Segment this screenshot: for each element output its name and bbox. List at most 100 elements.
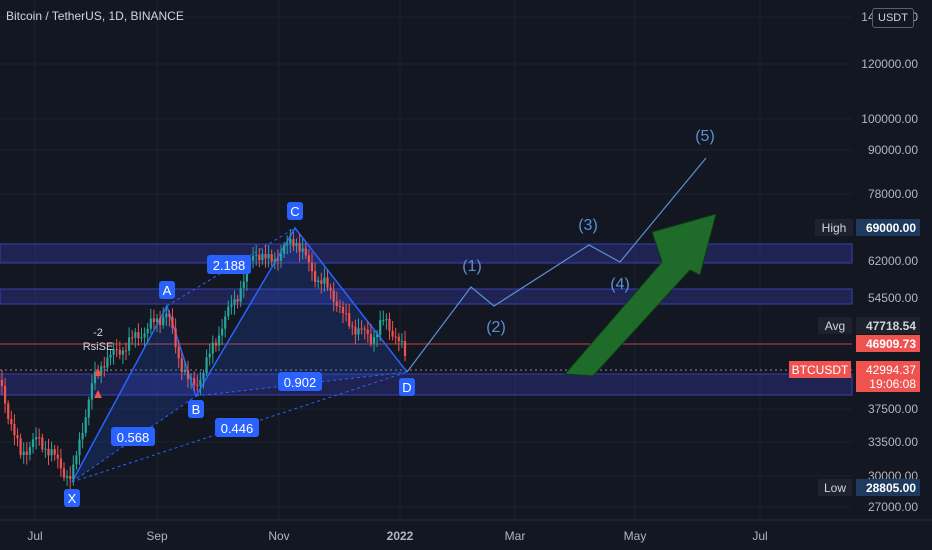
arrow-shape: [563, 213, 717, 377]
candle-body: [388, 318, 391, 331]
candle-body: [143, 333, 146, 338]
time-tick-label: Jul: [752, 529, 767, 543]
candle-body: [236, 299, 239, 302]
candle-body: [146, 328, 149, 334]
pattern-bd-dashed: [195, 371, 408, 397]
pattern-point-d-label: D: [402, 380, 411, 395]
candle-body: [56, 454, 59, 459]
candle-body: [183, 370, 186, 373]
candle-body: [93, 371, 97, 384]
candle-body: [279, 253, 283, 261]
candle-body: [7, 403, 10, 420]
candle-body: [329, 287, 332, 291]
candle-body: [137, 332, 140, 339]
candle-body: [394, 336, 397, 338]
price-tick-label: 120000.00: [861, 57, 918, 71]
candle-body: [41, 437, 44, 450]
candle-body: [121, 350, 124, 355]
price-tick-label: 33500.00: [868, 435, 918, 449]
low-value-bg: [856, 479, 920, 496]
candle-body: [369, 333, 372, 344]
candle-body: [35, 437, 38, 440]
candle-body: [186, 370, 190, 379]
candle-body: [227, 306, 230, 317]
price-tick-label: 27000.00: [868, 500, 918, 514]
current-price-bg: [856, 361, 920, 392]
candle-body: [255, 254, 258, 256]
candle-body: [211, 342, 214, 354]
candle-body: [50, 449, 53, 456]
currency-button[interactable]: USDT: [872, 8, 914, 28]
candle-body: [403, 341, 407, 357]
candle-body: [106, 357, 109, 368]
time-tick-label: Mar: [505, 529, 526, 543]
candle-body: [28, 447, 31, 455]
candle-body: [338, 306, 341, 308]
candle-body: [286, 243, 289, 246]
candle-body: [230, 304, 233, 307]
candle-body: [112, 349, 115, 355]
low-tag-bg: [818, 479, 852, 496]
candle-body: [47, 448, 50, 456]
candle-body: [81, 432, 84, 440]
candle-body: [320, 280, 323, 284]
candle-body: [363, 328, 366, 330]
pattern-point-a-badge: [159, 281, 175, 299]
candle-body: [376, 334, 379, 338]
candle-body: [307, 255, 310, 263]
candle-body: [304, 248, 307, 256]
time-tick-label: Jul: [27, 529, 42, 543]
candle-body: [289, 239, 292, 244]
candle-body: [115, 349, 118, 351]
high-tag-bg: [815, 219, 853, 236]
indicator-name: RsiSE: [83, 341, 114, 353]
current-tag: BTCUSDT: [792, 363, 849, 377]
candle-body: [59, 458, 62, 469]
candle-body: [118, 349, 121, 355]
wave-label: (1): [462, 258, 482, 275]
candle-body: [400, 341, 403, 343]
candle-body: [66, 475, 69, 478]
low-value: 28805.00: [866, 481, 916, 495]
pattern-xab-fill: [72, 306, 196, 482]
candle-body: [258, 254, 261, 261]
pattern-point-a-label: A: [163, 283, 172, 298]
candle-body: [214, 342, 217, 346]
candle-body: [267, 254, 270, 259]
candle-body: [69, 475, 72, 480]
candle-body: [128, 337, 131, 351]
candle-body: [382, 320, 385, 322]
low-tag: Low: [824, 481, 846, 495]
candle-body: [354, 326, 357, 335]
current-price-value: 42994.37: [866, 363, 916, 377]
pattern-point-x-badge: [64, 489, 80, 507]
pattern-ratio-badge: [278, 372, 322, 391]
indicator-marker-icon: [94, 368, 102, 376]
candle-body: [276, 259, 279, 261]
candle-body: [208, 353, 211, 358]
candle-body: [25, 451, 28, 455]
candle-body: [13, 424, 16, 436]
candle-body: [261, 254, 264, 261]
candle-body: [310, 262, 314, 272]
candle-body: [155, 318, 159, 323]
pattern-point-d-badge: [399, 378, 415, 396]
candle-body: [283, 245, 286, 254]
candle-body: [242, 281, 245, 289]
candle-body: [233, 299, 236, 305]
candle-body: [131, 337, 134, 339]
candle-body: [152, 318, 155, 323]
candle-body: [360, 328, 363, 330]
candle-body: [16, 435, 19, 439]
candle-body: [348, 313, 351, 327]
pattern-point-x-label: X: [68, 491, 77, 506]
candle-body: [345, 313, 348, 315]
candle-body: [134, 332, 137, 338]
pattern-bcd-fill: [196, 228, 407, 396]
bar-countdown: 19:06:08: [869, 377, 916, 391]
pattern-point-c-badge: [287, 202, 303, 220]
candle-body: [270, 254, 273, 262]
candle-body: [140, 337, 143, 339]
